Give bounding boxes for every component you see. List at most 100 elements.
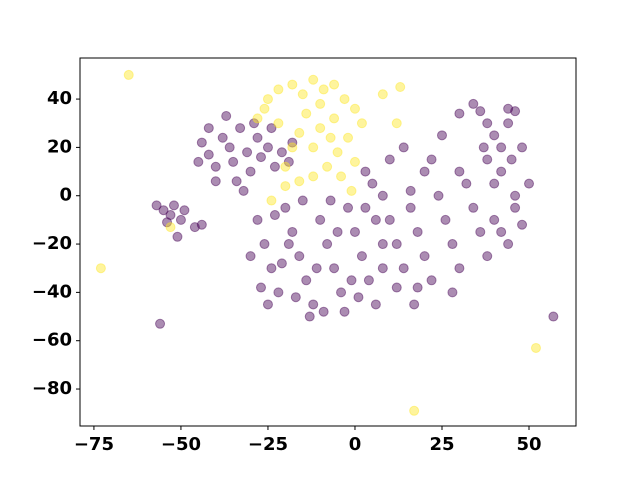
point xyxy=(210,176,221,187)
point xyxy=(262,142,273,153)
point xyxy=(304,311,315,322)
point xyxy=(510,106,521,117)
point xyxy=(189,222,200,233)
x-tick-label: −75 xyxy=(74,434,114,455)
x-tick-label: −50 xyxy=(161,434,201,455)
point xyxy=(95,263,106,274)
point xyxy=(343,202,354,213)
point xyxy=(391,282,402,293)
point xyxy=(339,94,350,105)
point xyxy=(356,251,367,262)
point xyxy=(308,74,319,85)
point xyxy=(266,123,277,134)
point xyxy=(287,79,298,90)
point xyxy=(266,195,277,206)
point xyxy=(339,306,350,317)
y-tick-label: 20 xyxy=(47,136,72,157)
point xyxy=(384,154,395,165)
point xyxy=(447,239,458,250)
x-tick-label: 0 xyxy=(349,434,362,455)
point xyxy=(482,154,493,165)
point xyxy=(318,84,329,95)
point xyxy=(175,214,186,225)
point xyxy=(370,214,381,225)
point xyxy=(294,127,305,138)
x-tick-label: 25 xyxy=(429,434,454,455)
point xyxy=(475,106,486,117)
point xyxy=(517,142,528,153)
point xyxy=(325,195,336,206)
point xyxy=(287,137,298,148)
point xyxy=(343,132,354,143)
point xyxy=(255,282,266,293)
point xyxy=(123,69,134,80)
point xyxy=(280,161,291,172)
y-tick-label: −40 xyxy=(32,281,72,302)
point xyxy=(346,185,357,196)
point xyxy=(412,226,423,237)
point xyxy=(252,132,263,143)
point xyxy=(283,239,294,250)
point xyxy=(524,178,535,189)
point xyxy=(245,166,256,177)
point xyxy=(419,251,430,262)
point xyxy=(297,195,308,206)
y-tick-label: 40 xyxy=(47,88,72,109)
point xyxy=(196,137,207,148)
point xyxy=(287,226,298,237)
point xyxy=(224,142,235,153)
point xyxy=(370,299,381,310)
point xyxy=(322,161,333,172)
point xyxy=(482,251,493,262)
point xyxy=(363,275,374,286)
y-tick-label: −60 xyxy=(32,330,72,351)
point xyxy=(475,226,486,237)
point xyxy=(412,282,423,293)
point xyxy=(433,190,444,201)
point xyxy=(503,118,514,129)
point xyxy=(353,292,364,303)
point xyxy=(162,217,173,228)
point xyxy=(489,130,500,141)
point xyxy=(496,226,507,237)
point xyxy=(228,156,239,167)
point xyxy=(255,152,266,163)
point xyxy=(489,178,500,189)
point xyxy=(276,147,287,158)
point xyxy=(165,222,176,233)
point xyxy=(266,263,277,274)
point xyxy=(262,299,273,310)
point xyxy=(308,171,319,182)
point xyxy=(294,176,305,187)
point xyxy=(238,185,249,196)
point xyxy=(315,214,326,225)
point xyxy=(510,190,521,201)
point xyxy=(280,202,291,213)
point xyxy=(405,202,416,213)
point xyxy=(377,239,388,250)
point xyxy=(440,214,451,225)
point xyxy=(391,239,402,250)
point xyxy=(273,84,284,95)
point xyxy=(426,154,437,165)
point xyxy=(287,142,298,153)
point xyxy=(405,185,416,196)
point xyxy=(468,202,479,213)
point xyxy=(165,210,176,221)
point xyxy=(252,214,263,225)
point xyxy=(336,171,347,182)
y-tick-label: −80 xyxy=(32,378,72,399)
point xyxy=(478,142,489,153)
point xyxy=(249,118,260,129)
point xyxy=(210,161,221,172)
y-tick-label: −20 xyxy=(32,233,72,254)
point xyxy=(548,311,559,322)
point xyxy=(454,166,465,177)
point xyxy=(447,287,458,298)
point xyxy=(315,123,326,134)
point xyxy=(503,103,514,114)
point xyxy=(252,113,263,124)
point xyxy=(482,118,493,129)
point xyxy=(196,219,207,230)
point xyxy=(322,239,333,250)
